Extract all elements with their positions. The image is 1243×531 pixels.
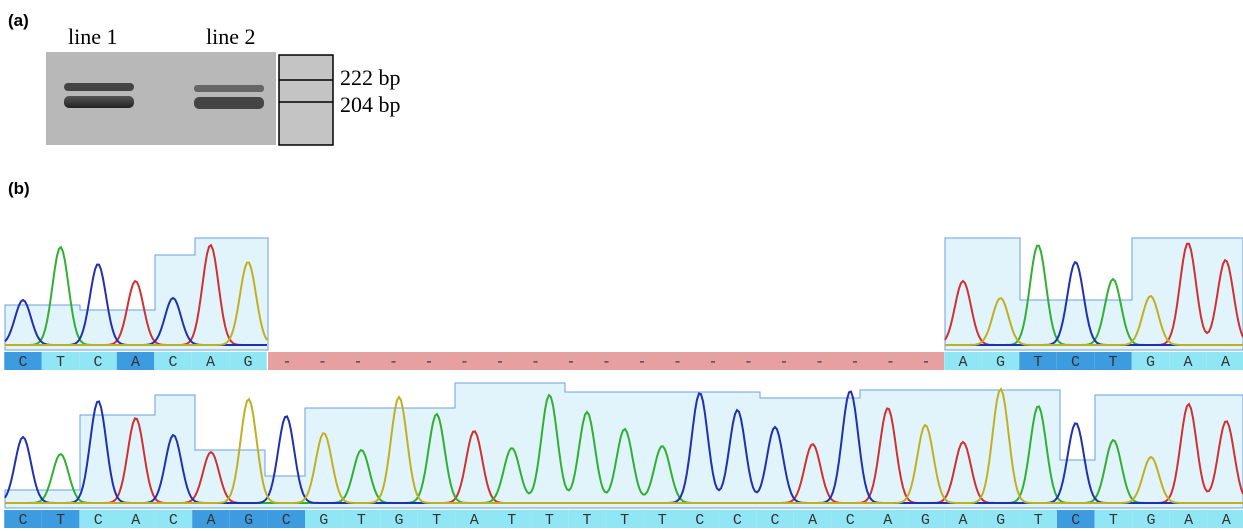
base-letter: G: [1146, 354, 1155, 371]
base-letter: A: [1183, 354, 1192, 371]
gap-dash: -: [566, 354, 575, 371]
base-letter: C: [168, 354, 177, 371]
base-letter: T: [432, 512, 441, 529]
base-letter: G: [996, 512, 1005, 529]
marker-label: 222 bp: [340, 65, 401, 90]
gap-dash: -: [815, 354, 824, 371]
gap-dash: -: [850, 354, 859, 371]
gap-dash: -: [744, 354, 753, 371]
base-letter: G: [244, 512, 253, 529]
gap-dash: -: [424, 354, 433, 371]
base-letter: A: [958, 354, 967, 371]
base-letter: C: [733, 512, 742, 529]
gap-dash: -: [460, 354, 469, 371]
gap-dash: -: [531, 354, 540, 371]
base-letter: T: [507, 512, 516, 529]
base-letter: A: [206, 512, 215, 529]
base-letter: A: [958, 512, 967, 529]
gap-dash: -: [673, 354, 682, 371]
base-letter: A: [1221, 354, 1230, 371]
figure: (a) line 1 line 2 222 bp 204 bp (b) C T C A…: [0, 0, 1243, 531]
base-letter: T: [582, 512, 591, 529]
base-letter: C: [169, 512, 178, 529]
gel-band: [194, 97, 264, 109]
gap-dash: -: [495, 354, 504, 371]
ladder: [279, 55, 333, 145]
base-letter: A: [470, 512, 479, 529]
base-letter: G: [1146, 512, 1155, 529]
gel-band: [64, 96, 134, 108]
gap-dash: -: [389, 354, 398, 371]
base-letter: A: [808, 512, 817, 529]
gap-dash: -: [779, 354, 788, 371]
gap-dash: -: [353, 354, 362, 371]
base-letter: C: [846, 512, 855, 529]
quality-box: [5, 383, 1243, 508]
base-letter: T: [56, 512, 65, 529]
gap-dash: -: [318, 354, 327, 371]
base-letter: T: [658, 512, 667, 529]
base-letter: T: [357, 512, 366, 529]
base-letter: G: [394, 512, 403, 529]
base-letter: G: [319, 512, 328, 529]
base-letter: A: [1222, 512, 1231, 529]
base-letter: C: [695, 512, 704, 529]
base-letter: T: [545, 512, 554, 529]
lane-label: line 1: [68, 24, 118, 49]
base-letter: T: [1033, 354, 1042, 371]
lane-label: line 2: [206, 24, 256, 49]
marker-label: 204 bp: [340, 92, 401, 117]
base-letter: T: [56, 354, 65, 371]
base-letter: A: [1184, 512, 1193, 529]
panel-label: (b): [8, 179, 30, 198]
base-letter: G: [243, 354, 252, 371]
gap-dash: -: [602, 354, 611, 371]
base-letter: C: [282, 512, 291, 529]
gel-band: [64, 83, 134, 91]
panel-label: (a): [8, 11, 29, 30]
base-letter: C: [93, 354, 102, 371]
base-letter: A: [131, 354, 140, 371]
base-letter: C: [1071, 512, 1080, 529]
base-letter: C: [1071, 354, 1080, 371]
gap-dash: -: [637, 354, 646, 371]
base-letter: G: [921, 512, 930, 529]
base-letter: C: [770, 512, 779, 529]
gap-dash: -: [921, 354, 930, 371]
base-letter: G: [996, 354, 1005, 371]
base-letter: T: [620, 512, 629, 529]
base-letter: T: [1109, 512, 1118, 529]
gap-dash: -: [282, 354, 291, 371]
base-letter: A: [206, 354, 215, 371]
base-letter: A: [883, 512, 892, 529]
base-letter: C: [18, 354, 27, 371]
base-letter: A: [131, 512, 140, 529]
base-letter: T: [1108, 354, 1117, 371]
gel-band: [194, 85, 264, 92]
base-letter: C: [18, 512, 27, 529]
base-letter: C: [94, 512, 103, 529]
base-letter: T: [1034, 512, 1043, 529]
gap-dash: -: [886, 354, 895, 371]
gap-dash: -: [708, 354, 717, 371]
